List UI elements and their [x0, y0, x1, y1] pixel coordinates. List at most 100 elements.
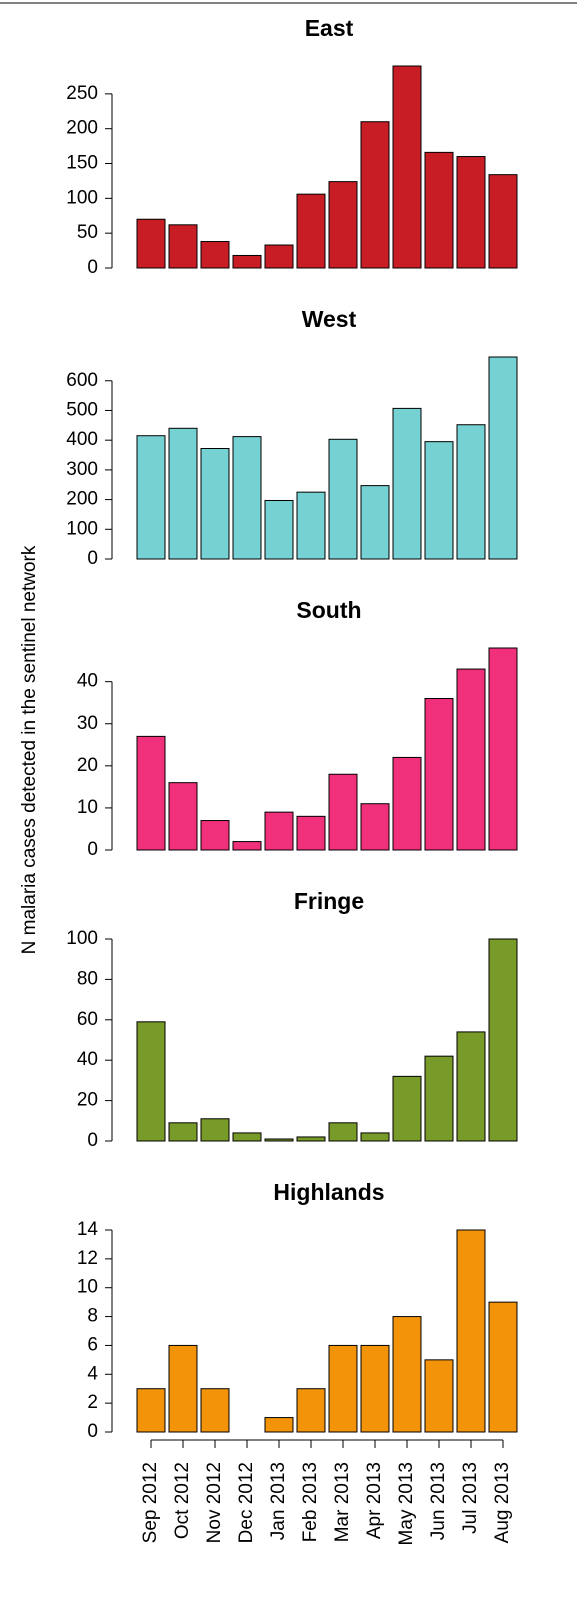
bar: [168, 224, 198, 269]
bar: [296, 1388, 326, 1433]
y-tick-label: 10: [77, 1277, 98, 1298]
y-tick-label: 0: [87, 257, 98, 278]
bar: [168, 427, 198, 560]
y-tick-label: 60: [77, 1009, 98, 1030]
y-tick-label: 200: [66, 489, 98, 510]
y-tick-label: 80: [77, 968, 98, 989]
y-tick-label: 150: [66, 153, 98, 174]
x-tick-label: May 2013: [396, 1462, 417, 1545]
bar: [456, 1031, 486, 1142]
bar: [232, 1132, 262, 1142]
bar: [392, 407, 422, 560]
x-tick-label: Jun 2013: [428, 1462, 449, 1540]
y-tick-label: 100: [66, 518, 98, 539]
bar: [488, 647, 518, 851]
panel-title: East: [305, 15, 354, 41]
y-tick-label: 100: [66, 187, 98, 208]
y-tick-label: 0: [87, 1421, 98, 1442]
bar: [168, 1122, 198, 1142]
x-tick-label: Jul 2013: [460, 1462, 481, 1534]
y-tick-label: 0: [87, 839, 98, 860]
bar: [136, 735, 166, 851]
y-tick-label: 8: [87, 1306, 98, 1327]
bar: [424, 151, 454, 269]
bar: [200, 820, 230, 851]
y-tick-label: 50: [77, 222, 98, 243]
bar: [168, 1344, 198, 1433]
bar: [456, 424, 486, 560]
y-tick-label: 30: [77, 713, 98, 734]
bar: [328, 1344, 358, 1433]
bar: [456, 668, 486, 851]
x-tick-label: Sep 2012: [140, 1462, 161, 1543]
bar: [360, 121, 390, 269]
bar: [392, 1316, 422, 1433]
bar: [200, 447, 230, 560]
bar: [232, 254, 262, 269]
x-tick-label: Apr 2013: [364, 1462, 385, 1539]
y-tick-label: 14: [77, 1219, 99, 1240]
bar: [424, 441, 454, 560]
x-tick-label: Dec 2012: [236, 1462, 257, 1543]
bar: [264, 1138, 294, 1142]
x-tick-label: Oct 2012: [172, 1462, 193, 1539]
bar: [136, 218, 166, 269]
bar: [328, 773, 358, 851]
y-tick-label: 2: [87, 1392, 98, 1413]
bar: [392, 65, 422, 269]
panel-title: West: [302, 306, 357, 332]
bar: [424, 698, 454, 851]
y-tick-label: 100: [66, 928, 98, 949]
bar: [296, 491, 326, 560]
bar: [360, 485, 390, 560]
bar: [392, 756, 422, 851]
y-axis-label: N malaria cases detected in the sentinel…: [19, 545, 40, 954]
bar: [424, 1359, 454, 1433]
y-tick-label: 200: [66, 118, 98, 139]
bar: [360, 1344, 390, 1433]
y-tick-label: 10: [77, 797, 98, 818]
y-tick-label: 12: [77, 1248, 98, 1269]
panel-title: Fringe: [294, 888, 364, 914]
y-tick-label: 4: [87, 1363, 98, 1384]
y-tick-label: 300: [66, 459, 98, 480]
panel-title: Highlands: [273, 1179, 384, 1205]
bar: [456, 1229, 486, 1433]
panel-title: South: [296, 597, 361, 623]
y-tick-label: 20: [77, 755, 98, 776]
bar: [488, 356, 518, 560]
bar: [200, 241, 230, 269]
bar: [264, 499, 294, 560]
bar: [328, 181, 358, 269]
bar: [488, 1301, 518, 1433]
bar: [200, 1388, 230, 1433]
y-tick-label: 20: [77, 1090, 98, 1111]
bar: [136, 1388, 166, 1433]
bar: [168, 782, 198, 851]
y-tick-label: 400: [66, 429, 98, 450]
bar: [264, 244, 294, 269]
bar: [360, 1132, 390, 1142]
bar: [296, 1136, 326, 1142]
bar: [296, 815, 326, 851]
bar: [232, 436, 262, 560]
bar: [424, 1055, 454, 1142]
bar: [488, 174, 518, 269]
y-tick-label: 40: [77, 671, 98, 692]
y-tick-label: 250: [66, 83, 98, 104]
x-tick-label: Nov 2012: [204, 1462, 225, 1543]
bar: [136, 1021, 166, 1142]
x-tick-label: Jan 2013: [268, 1462, 289, 1540]
x-tick-label: Aug 2013: [492, 1462, 513, 1543]
bar: [264, 1417, 294, 1433]
bar: [456, 156, 486, 269]
y-tick-label: 0: [87, 548, 98, 569]
bar: [232, 841, 262, 851]
x-tick-label: Feb 2013: [300, 1462, 321, 1542]
bar: [360, 803, 390, 851]
x-tick-label: Mar 2013: [332, 1462, 353, 1542]
y-tick-label: 40: [77, 1049, 98, 1070]
bar: [328, 1122, 358, 1142]
bar: [328, 438, 358, 560]
